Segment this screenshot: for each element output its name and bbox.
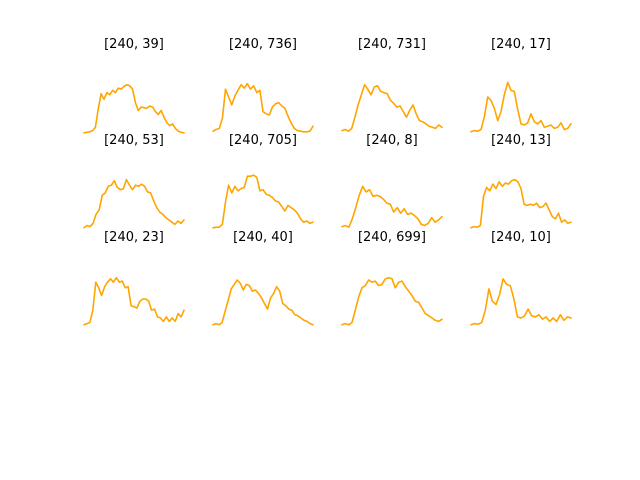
subplot-title: [240, 17] xyxy=(491,37,551,52)
subplot-grid: [240, 39] [240, 736] [240, 731] [240, 17] [2… xyxy=(83,37,572,326)
subplot-6: [240, 705] xyxy=(212,133,314,229)
subplot-11: [240, 699] xyxy=(341,230,443,326)
series-line xyxy=(341,83,443,132)
subplot-5: [240, 53] xyxy=(83,133,185,229)
subplot-9: [240, 23] xyxy=(83,230,185,326)
series-line xyxy=(212,279,314,326)
series-line xyxy=(83,83,185,134)
subplot-7: [240, 8] xyxy=(341,133,443,228)
subplot-title: [240, 53] xyxy=(104,133,164,148)
subplot-4: [240, 17] xyxy=(470,37,572,133)
subplot-10: [240, 40] xyxy=(212,230,314,326)
subplot-3: [240, 731] xyxy=(341,37,443,132)
series-line xyxy=(470,81,572,133)
series-line xyxy=(212,174,314,229)
subplot-title: [240, 705] xyxy=(229,133,297,148)
series-line xyxy=(470,178,572,229)
subplot-2: [240, 736] xyxy=(212,37,314,133)
subplot-title: [240, 731] xyxy=(358,37,426,52)
subplot-12: [240, 10] xyxy=(470,230,572,326)
series-line xyxy=(212,82,314,133)
subplot-1: [240, 39] xyxy=(83,37,185,134)
subplot-title: [240, 10] xyxy=(491,230,551,245)
series-line xyxy=(341,185,443,228)
subplot-title: [240, 23] xyxy=(104,230,164,245)
series-line xyxy=(341,276,443,326)
series-line xyxy=(83,178,185,229)
subplot-title: [240, 39] xyxy=(104,37,164,52)
series-line xyxy=(470,277,572,326)
series-line xyxy=(83,276,185,326)
subplot-8: [240, 13] xyxy=(470,133,572,229)
subplot-title: [240, 13] xyxy=(491,133,551,148)
subplot-title: [240, 699] xyxy=(358,230,426,245)
subplot-title: [240, 736] xyxy=(229,37,297,52)
subplot-title: [240, 40] xyxy=(233,230,293,245)
subplot-title: [240, 8] xyxy=(366,133,418,148)
